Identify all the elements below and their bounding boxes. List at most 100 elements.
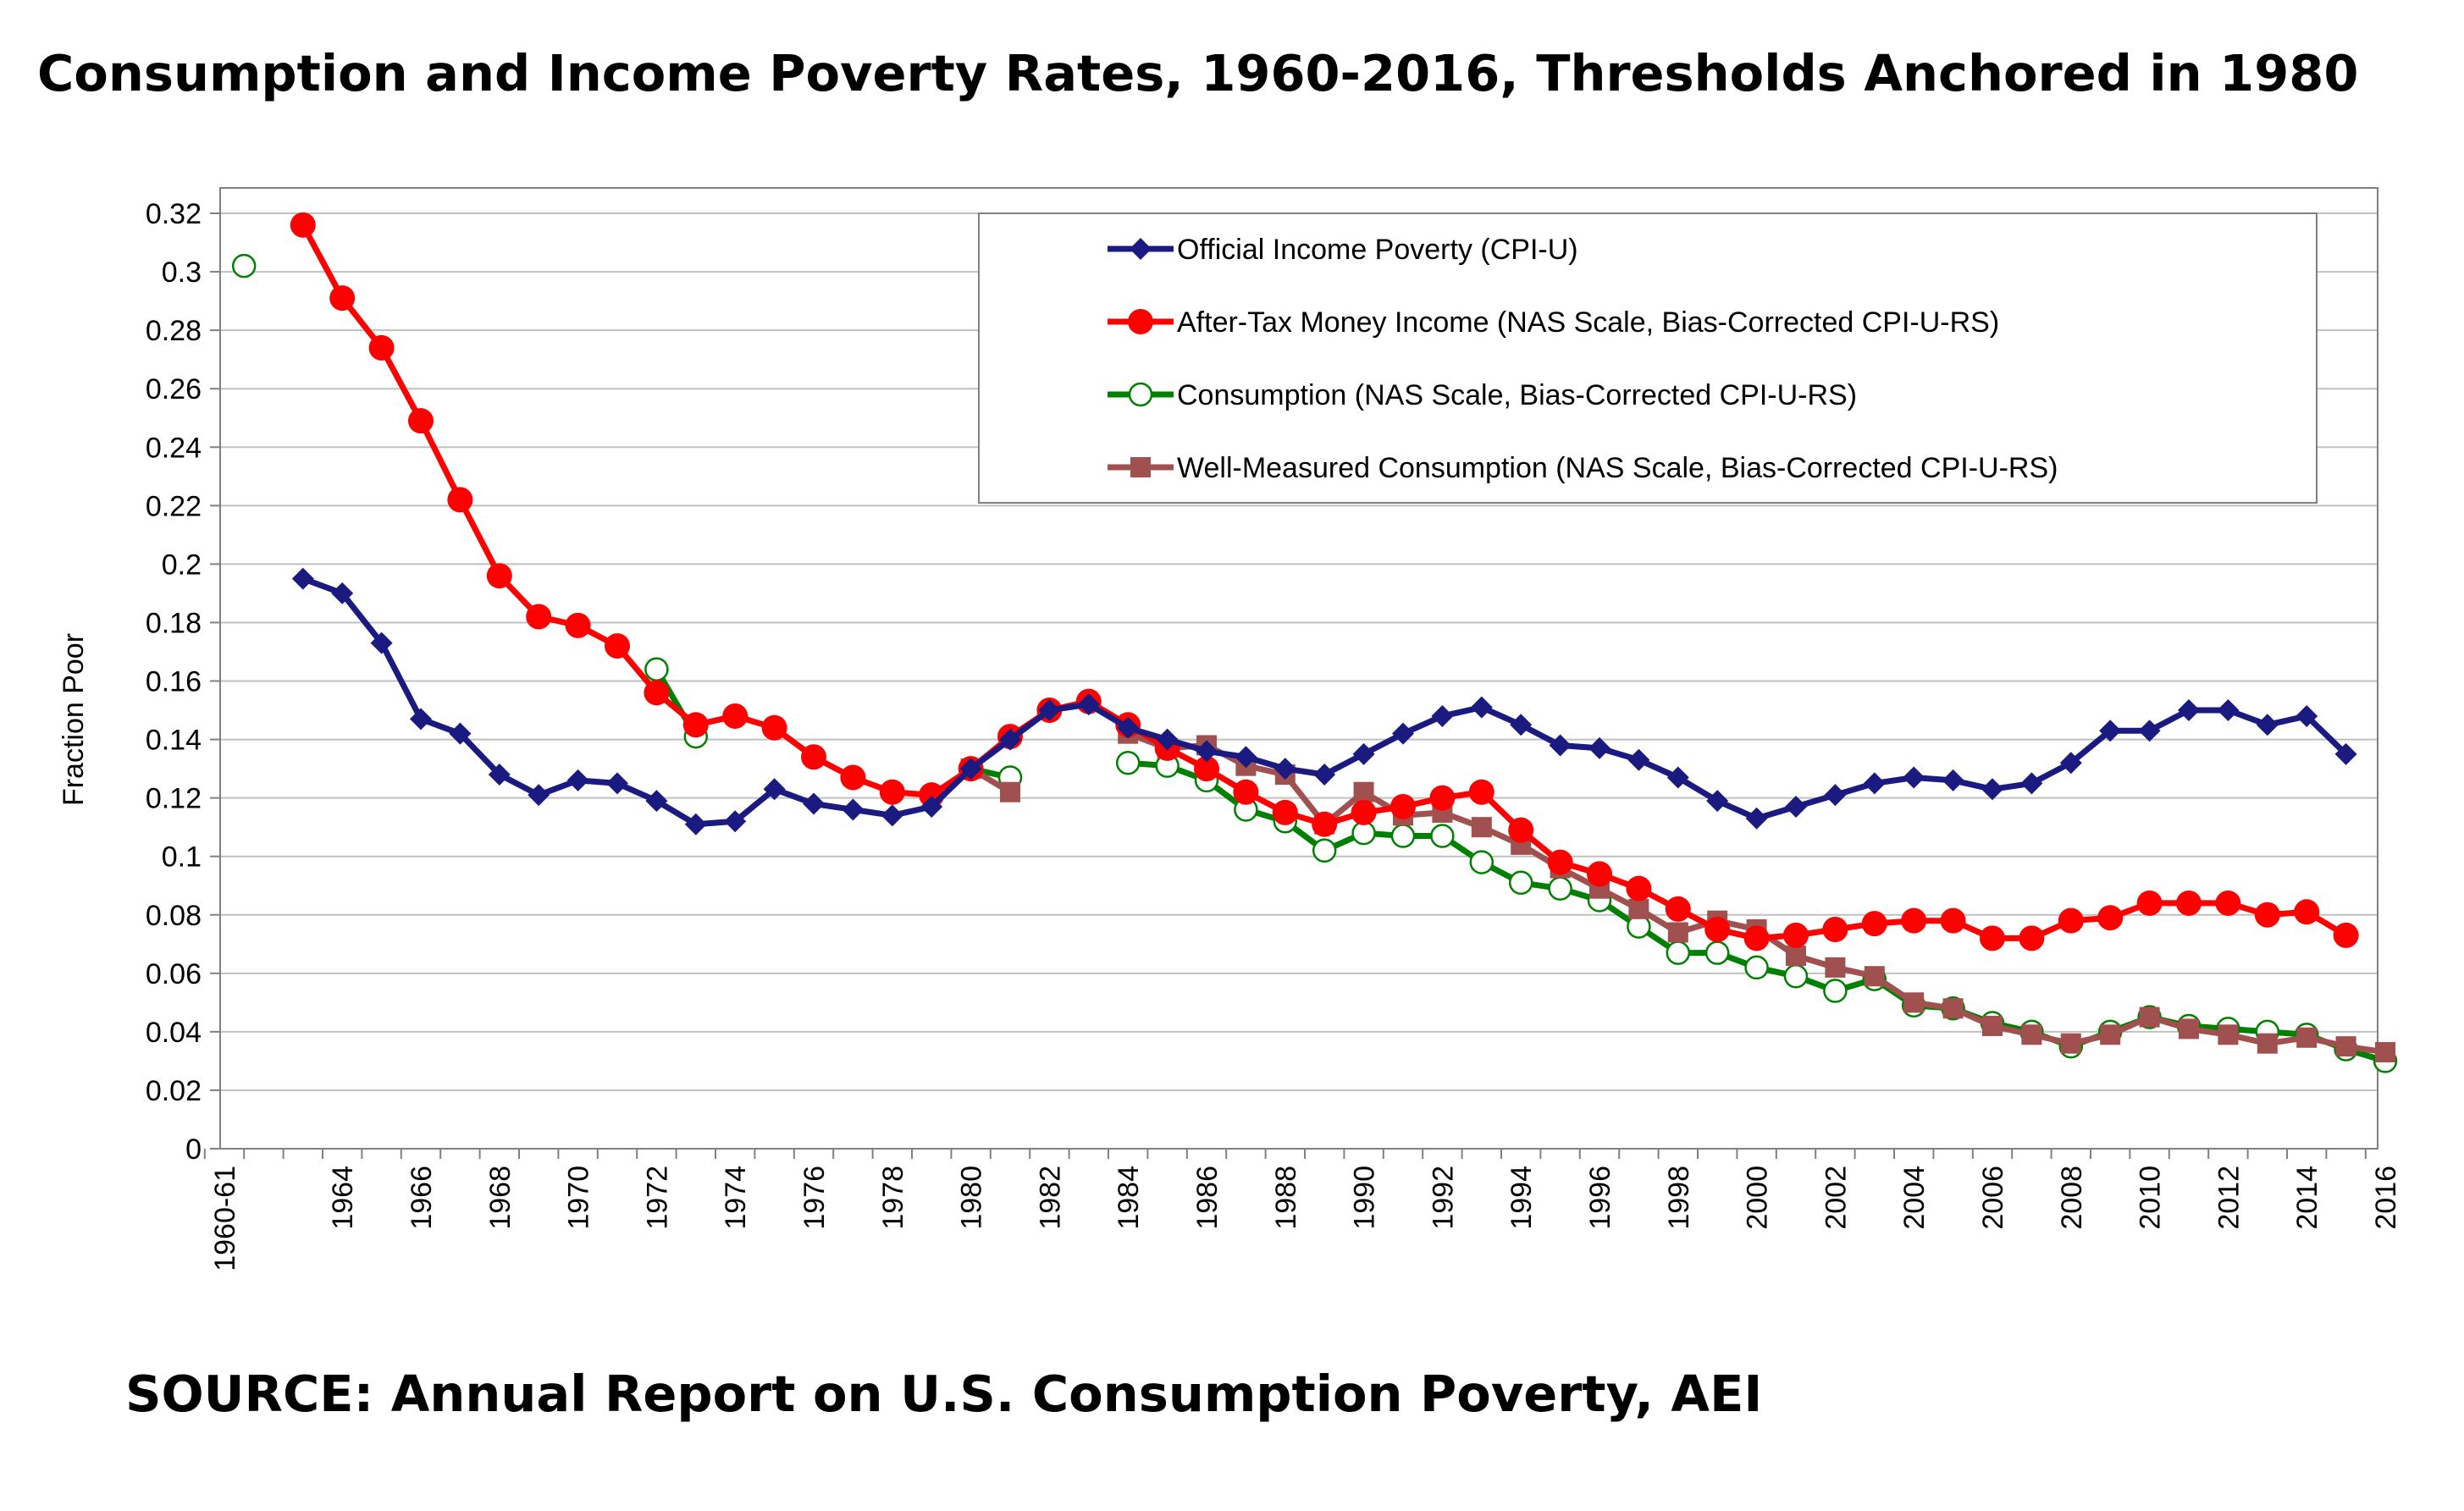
data-point — [1665, 896, 1691, 922]
data-point — [1390, 793, 1416, 819]
data-point — [2256, 714, 2279, 736]
data-point — [1430, 824, 1455, 848]
data-point — [1786, 946, 1806, 967]
data-point — [1469, 850, 1494, 874]
data-point — [1549, 734, 1572, 757]
data-point — [1000, 781, 1020, 802]
data-point — [1194, 756, 1219, 782]
data-point — [684, 813, 707, 835]
data-point — [1981, 778, 2003, 801]
y-tick-label: 0.02 — [146, 1075, 202, 1107]
data-point — [1901, 907, 1927, 934]
y-tick-label: 0.2 — [162, 549, 202, 581]
data-point — [1628, 898, 1649, 919]
data-point — [920, 795, 943, 818]
data-point — [1824, 784, 1847, 807]
data-point — [1392, 722, 1414, 745]
data-point — [1667, 922, 1688, 943]
data-point — [842, 798, 865, 821]
series-line — [300, 576, 2350, 828]
data-point — [1353, 781, 1374, 802]
data-point — [724, 810, 747, 833]
legend-label: Consumption (NAS Scale, Bias-Corrected C… — [1177, 379, 1857, 411]
data-point — [1156, 728, 1179, 751]
data-point — [1783, 922, 1809, 948]
x-tick-label: 1974 — [720, 1166, 752, 1230]
data-point — [1863, 772, 1886, 795]
data-point — [1117, 716, 1140, 739]
data-point — [2020, 772, 2043, 795]
x-tick-label: 1980 — [956, 1166, 988, 1230]
y-tick-label: 0 — [185, 1133, 202, 1166]
data-point — [1313, 764, 1336, 786]
data-point — [879, 779, 905, 805]
data-point — [2217, 699, 2240, 722]
x-tick-label: 1992 — [1427, 1166, 1459, 1230]
legend: Official Income Poverty (CPI-U) After-Tax… — [978, 212, 2318, 504]
data-point — [2257, 1033, 2278, 1054]
x-tick-label: 1994 — [1505, 1166, 1538, 1230]
data-point — [290, 212, 316, 238]
data-point — [1903, 992, 1925, 1013]
data-point — [291, 567, 314, 590]
data-point — [526, 604, 552, 630]
x-tick-label: 2014 — [2291, 1166, 2323, 1230]
data-point — [1982, 1015, 2003, 1036]
x-tick-label: 1960-61 — [209, 1166, 241, 1271]
x-tick-label: 1964 — [327, 1166, 359, 1230]
data-point — [959, 758, 982, 780]
data-point — [722, 703, 749, 729]
data-point — [2375, 1042, 2395, 1063]
data-point — [1312, 838, 1337, 863]
data-point — [1861, 911, 1887, 937]
data-point — [1744, 955, 1769, 980]
plot-border — [219, 187, 2378, 1150]
data-point — [2176, 890, 2202, 916]
series-official — [291, 567, 2357, 835]
data-point — [2099, 720, 2122, 742]
data-point — [2136, 890, 2163, 916]
data-point — [1980, 925, 2005, 951]
chart-title: Consumption and Income Poverty Rates, 19… — [37, 44, 2359, 102]
data-point — [449, 722, 472, 745]
data-point — [1783, 964, 1809, 989]
data-point — [2178, 699, 2200, 722]
data-point — [761, 714, 787, 741]
x-tick-label: 2000 — [1742, 1166, 1774, 1230]
data-point — [1666, 940, 1691, 965]
data-point — [1864, 966, 1885, 987]
data-point — [2215, 890, 2241, 916]
y-tick-label: 0.26 — [146, 373, 202, 405]
data-point — [1903, 766, 1925, 789]
legend-label: Official Income Poverty (CPI-U) — [1177, 234, 1578, 266]
data-point — [1626, 875, 1652, 902]
x-tick-label: 1978 — [877, 1166, 909, 1230]
data-point — [840, 764, 866, 791]
data-point — [2139, 1006, 2160, 1028]
series-layer — [231, 212, 2398, 1073]
data-point — [1942, 769, 1964, 791]
legend-marker — [1130, 238, 1152, 260]
data-point — [2138, 720, 2161, 742]
data-point — [801, 744, 826, 770]
data-point — [1942, 998, 1964, 1019]
data-point — [1038, 699, 1061, 722]
x-tick-label: 1970 — [563, 1166, 595, 1230]
x-tick-label: 1982 — [1034, 1166, 1066, 1230]
data-point — [1588, 736, 1610, 759]
data-point — [803, 792, 825, 815]
data-point — [605, 633, 630, 659]
data-point — [1548, 876, 1572, 901]
y-tick-label: 0.22 — [146, 490, 202, 522]
data-point — [606, 772, 628, 795]
data-point — [566, 769, 589, 791]
legend-marker — [1128, 309, 1153, 334]
data-point — [1510, 714, 1533, 736]
data-point — [1235, 746, 1257, 769]
data-point — [1825, 957, 1846, 978]
data-point — [1704, 940, 1730, 965]
data-point — [2179, 1018, 2199, 1040]
y-tick-label: 0.04 — [146, 1017, 202, 1049]
data-point — [1547, 849, 1573, 875]
legend-label: Well-Measured Consumption (NAS Scale, Bi… — [1177, 452, 2058, 484]
